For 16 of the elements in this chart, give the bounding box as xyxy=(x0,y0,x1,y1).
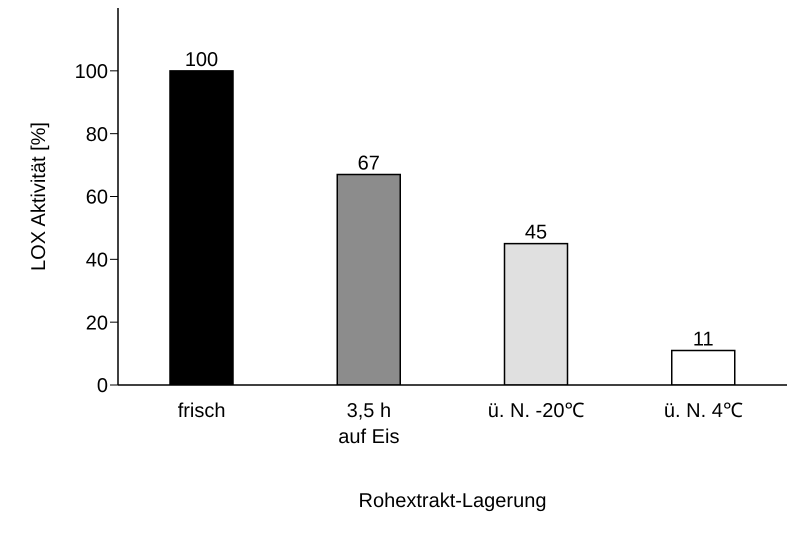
y-tick-label: 100 xyxy=(74,60,108,83)
y-tick-label: 40 xyxy=(86,249,108,272)
data-label: 45 xyxy=(524,222,548,244)
y-axis-title: LOX Aktivität [%] xyxy=(28,122,50,271)
data-label: 11 xyxy=(692,328,714,350)
x-tick-label: ü. N. 4℃ xyxy=(664,400,743,422)
y-tick-label: 0 xyxy=(96,375,108,398)
x-tick-label: 3,5 h auf Eis xyxy=(338,400,400,448)
y-tick-label: 20 xyxy=(86,312,108,334)
x-axis-title: Rohextrakt-Lagerung xyxy=(358,490,546,512)
x-tick-label: ü. N. -20℃ xyxy=(488,400,584,422)
x-tick-label: frisch xyxy=(178,400,226,422)
y-tick-label: 60 xyxy=(86,186,108,209)
data-label: 67 xyxy=(358,152,380,175)
data-label: 100 xyxy=(184,48,218,71)
y-tick-label: 80 xyxy=(86,124,108,146)
